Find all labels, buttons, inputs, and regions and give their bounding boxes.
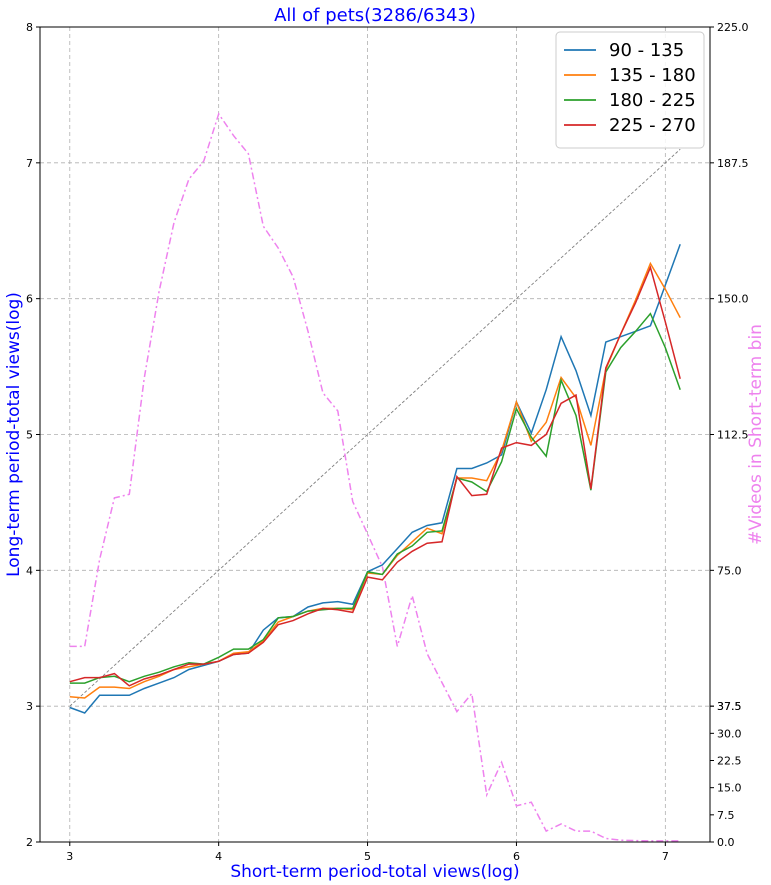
y-tick-label: 5	[26, 429, 33, 442]
y-axis-label: Long-term period-total views(log)	[4, 292, 24, 577]
y2-tick-label: 22.5	[717, 755, 742, 768]
legend: 90 - 135 135 - 180 180 - 225 225 - 270	[555, 31, 705, 149]
y-tick-label: 8	[26, 21, 33, 34]
series-line-0	[69, 244, 681, 714]
y2-tick-label: 112.5	[717, 429, 749, 442]
y2-tick-label: 150.0	[717, 293, 749, 306]
y2-tick-label: 15.0	[717, 782, 742, 795]
x-axis-label: Short-term period-total views(log)	[230, 862, 519, 882]
tick-layer: 3 4 5 6 723456780.07.515.022.530.037.537.575…	[26, 21, 749, 863]
x-tick-label: 6	[513, 850, 520, 863]
y2-tick-label: 37.5	[717, 700, 742, 713]
legend-label-3: 225 - 270	[609, 115, 696, 136]
y-tick-label: 2	[26, 836, 33, 849]
reference-line	[69, 148, 681, 707]
series-line-2	[69, 312, 681, 684]
count-series-layer	[69, 112, 681, 842]
y2-tick-label: 30.0	[717, 727, 742, 740]
y2-tick-label: 0.0	[717, 836, 735, 849]
x-tick-label: 4	[215, 850, 222, 863]
y2-tick-label: 187.5	[717, 157, 749, 170]
chart-title: All of pets(3286/6343)	[274, 5, 476, 26]
y-tick-label: 7	[26, 157, 33, 170]
x-tick-label: 5	[364, 850, 371, 863]
x-tick-label: 3	[66, 850, 73, 863]
legend-items: 90 - 135 135 - 180 180 - 225 225 - 270	[564, 40, 696, 136]
legend-label-0: 90 - 135	[609, 40, 684, 61]
legend-label-1: 135 - 180	[609, 65, 696, 86]
series-layer	[69, 244, 681, 714]
series-line-3	[69, 265, 681, 687]
y-tick-label: 3	[26, 700, 33, 713]
y-tick-label: 6	[26, 293, 33, 306]
y2-tick-label: 7.5	[717, 809, 735, 822]
video-count-line	[69, 112, 681, 842]
y2-tick-label: 37.5	[717, 700, 742, 713]
legend-label-2: 180 - 225	[609, 90, 696, 111]
reference-line-layer	[69, 148, 681, 707]
x-tick-label: 7	[662, 850, 669, 863]
y2-tick-label: 225.0	[717, 21, 749, 34]
legend-box	[555, 31, 705, 149]
y2-axis-label: #Videos in Short-term bin	[746, 324, 766, 545]
y2-tick-label: 75.0	[717, 564, 742, 577]
grid-layer	[40, 26, 710, 843]
y-tick-label: 4	[26, 564, 33, 577]
